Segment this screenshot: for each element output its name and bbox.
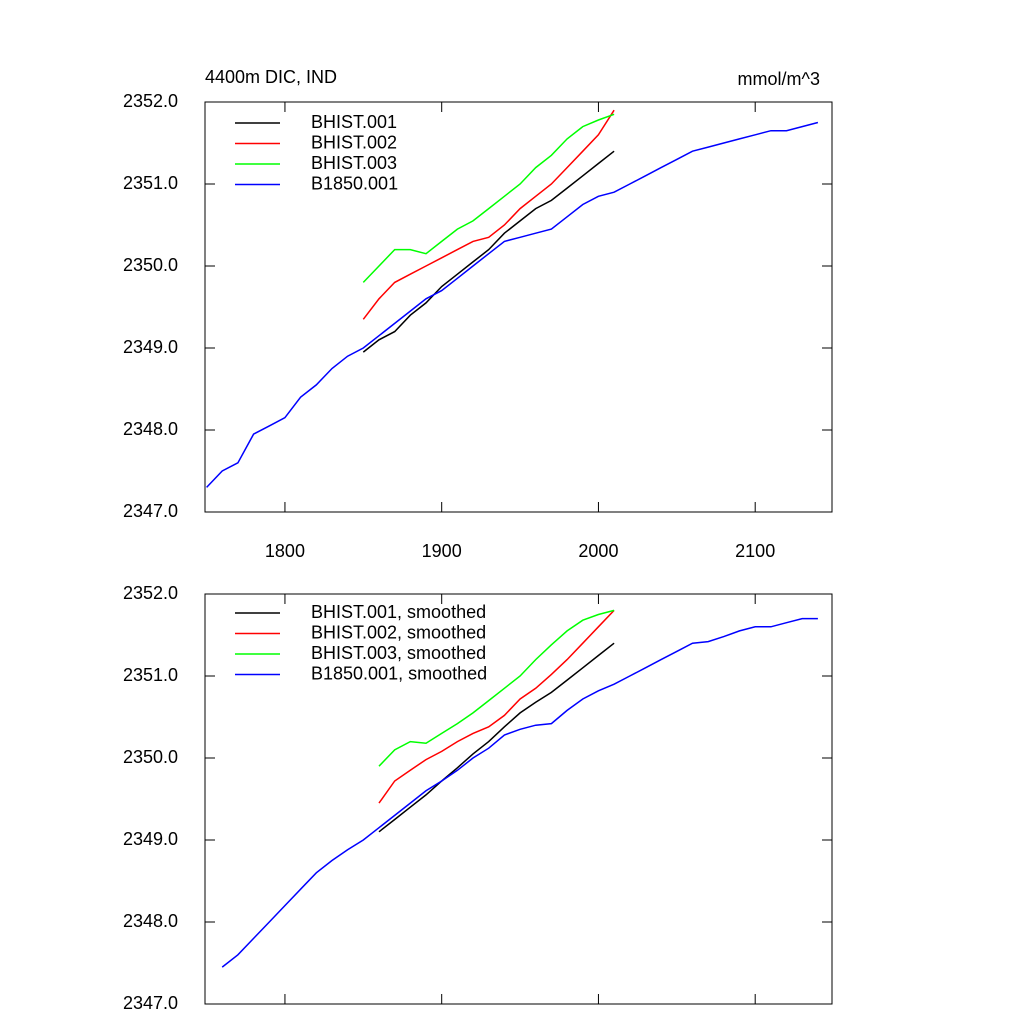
series-line xyxy=(362,109,615,320)
units-label: mmol/m^3 xyxy=(738,69,820,89)
legend-label: BHIST.003, smoothed xyxy=(311,643,486,663)
series-line xyxy=(378,609,615,767)
y-tick-label: 2351.0 xyxy=(123,173,178,193)
legend-label: BHIST.001 xyxy=(311,112,397,132)
series-line xyxy=(362,150,615,353)
plot-frame xyxy=(204,593,833,1005)
y-tick-label: 2348.0 xyxy=(123,911,178,931)
series-line xyxy=(378,642,615,833)
x-tick-label: 2000 xyxy=(578,541,618,561)
y-tick-label: 2352.0 xyxy=(123,91,178,111)
legend-label: B1850.001 xyxy=(311,173,398,193)
legend-label: BHIST.001, smoothed xyxy=(311,602,486,622)
y-tick-label: 2350.0 xyxy=(123,747,178,767)
y-tick-label: 2352.0 xyxy=(123,583,178,603)
legend-label: BHIST.002, smoothed xyxy=(311,622,486,642)
x-tick-label: 1900 xyxy=(422,541,462,561)
plot-frame xyxy=(204,101,833,513)
y-tick-label: 2349.0 xyxy=(123,337,178,357)
legend-label: BHIST.002 xyxy=(311,132,397,152)
y-tick-label: 2347.0 xyxy=(123,501,178,521)
y-tick-label: 2347.0 xyxy=(123,993,178,1013)
legend-label: B1850.001, smoothed xyxy=(311,663,487,683)
chart-title: 4400m DIC, IND xyxy=(205,67,337,87)
series-line xyxy=(362,113,615,283)
x-tick-label: 2100 xyxy=(735,541,775,561)
y-tick-label: 2348.0 xyxy=(123,419,178,439)
y-tick-label: 2351.0 xyxy=(123,665,178,685)
series-line xyxy=(221,617,818,968)
x-tick-label: 1800 xyxy=(265,541,305,561)
y-tick-label: 2349.0 xyxy=(123,829,178,849)
series-line xyxy=(378,609,615,804)
y-tick-label: 2350.0 xyxy=(123,255,178,275)
series-line xyxy=(206,121,819,488)
legend-label: BHIST.003 xyxy=(311,153,397,173)
